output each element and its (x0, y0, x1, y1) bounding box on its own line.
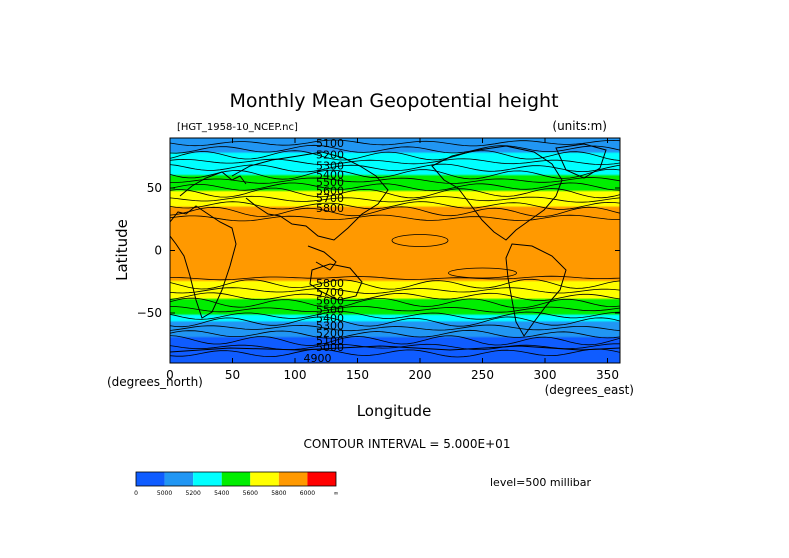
contour-line (170, 187, 620, 199)
colorbar-swatch (164, 472, 194, 486)
contour-label: 5600 (316, 295, 344, 308)
contour-line (170, 182, 620, 192)
colorbar-label: 6000 (300, 490, 315, 497)
contour-label: 5200 (316, 148, 344, 161)
units-label: (units:m) (552, 119, 607, 133)
contour-line (170, 297, 620, 309)
contour-lines (170, 139, 748, 358)
contour-line (170, 311, 620, 320)
contour-line (170, 287, 620, 294)
contour-line (170, 163, 620, 173)
colorbar-swatch (221, 472, 251, 486)
contour-label: 5000 (316, 341, 344, 354)
x-tick-label: 0 (166, 368, 174, 382)
contour-line (170, 206, 620, 217)
x-tick-label: 300 (534, 368, 557, 382)
contour-label: 5300 (316, 320, 344, 333)
contour-line (391, 234, 449, 247)
colorbar-swatch (307, 472, 336, 486)
colorbar-label: ∞ (334, 490, 339, 497)
contour-label: 5400 (316, 312, 344, 325)
contour-label: 5600 (316, 185, 344, 198)
contour-line (170, 214, 620, 222)
contour-line (170, 168, 620, 180)
x-tick-label: 200 (409, 368, 432, 382)
x-tick-label: 50 (225, 368, 240, 382)
colorbar-frame (135, 471, 337, 487)
y-tick-label: 50 (147, 181, 162, 195)
chart-title: Monthly Mean Geopotential height (229, 90, 558, 112)
contour-line (170, 292, 620, 302)
colorbar-label: 5600 (243, 490, 258, 497)
x-axis-label: Longitude (357, 402, 432, 420)
contour-label: 5100 (316, 335, 344, 348)
contour-label: 5500 (316, 176, 344, 189)
contour-line (170, 316, 620, 328)
colorbar-label: 5800 (271, 490, 286, 497)
y-tick-labels: 50 0 −50 (137, 181, 162, 320)
x-tick-label: 250 (471, 368, 494, 382)
contour-line (448, 267, 517, 279)
colorbar-label: 5200 (186, 490, 201, 497)
plot-area: 5100520053005400550056005700580058005700… (169, 137, 748, 365)
contour-line (170, 343, 620, 351)
data-source-label: [HGT_1958-10_NCEP.nc] (177, 122, 298, 133)
contour-line (170, 144, 620, 154)
continent-outlines (170, 143, 620, 353)
x-tick-label: 100 (284, 368, 307, 382)
contour-line (170, 324, 620, 332)
colorbar-label: 5400 (214, 490, 229, 497)
x-tick-label: 150 (346, 368, 369, 382)
contour-line (170, 158, 620, 166)
colorbar-label: 5000 (157, 490, 172, 497)
y-unit-label: (degrees_north) (107, 375, 203, 389)
y-tick-label: 0 (154, 244, 162, 258)
contour-label: 5200 (316, 327, 344, 340)
colorbar-swatch (278, 472, 308, 486)
colorbar-swatch (193, 472, 222, 486)
contour-labels: 5100520053005400550056005700580058005700… (304, 137, 345, 365)
field-background (170, 138, 620, 363)
contour-label: 5700 (316, 192, 344, 205)
x-tick-labels: 0 50 100 150 200 250 300 350 (166, 368, 619, 382)
y-axis-label: Latitude (113, 219, 131, 281)
tick-marks (169, 138, 620, 363)
contour-line (170, 329, 620, 339)
contour-line (170, 348, 620, 358)
contour-line (170, 278, 620, 290)
contour-line (170, 201, 620, 210)
contour-label: 5700 (316, 286, 344, 299)
x-unit-label: (degrees_east) (545, 383, 634, 397)
y-tick-label: −50 (137, 306, 162, 320)
x-tick-label: 350 (596, 368, 619, 382)
contour-line (170, 275, 620, 281)
colorbar-labels: 0 5000 5200 5400 5600 5800 6000 ∞ (134, 490, 338, 497)
contour-label: 5500 (316, 303, 344, 316)
contour-label: 5800 (316, 202, 344, 215)
contour-label: 4900 (304, 352, 332, 365)
contour-line (170, 195, 620, 203)
contour-label: 5300 (316, 160, 344, 173)
contour-line (170, 150, 620, 161)
colorbar (135, 471, 337, 487)
colorbar-swatch (136, 472, 165, 486)
contour-line (669, 287, 721, 299)
contour-label: 5800 (316, 277, 344, 290)
colorbar-swatch (250, 472, 279, 486)
contour-line (668, 229, 748, 243)
contour-label: 5100 (316, 137, 344, 150)
colorbar-label: 0 (134, 490, 138, 497)
contour-label: 5400 (316, 168, 344, 181)
level-text: level=500 millibar (490, 476, 592, 489)
contour-interval-text: CONTOUR INTERVAL = 5.000E+01 (304, 437, 511, 451)
contour-line (170, 335, 620, 346)
